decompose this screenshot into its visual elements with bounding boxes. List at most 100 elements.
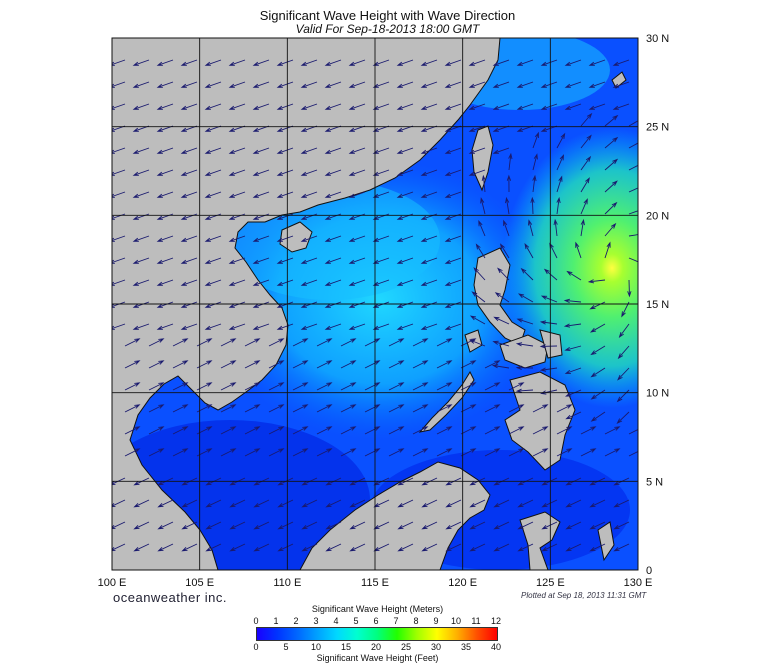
wave-direction-arrow [590, 345, 606, 356]
wave-direction-arrow [324, 103, 342, 110]
wave-direction-arrow [204, 191, 222, 198]
wave-direction-arrow [372, 235, 390, 242]
wave-direction-arrow [563, 323, 582, 328]
lon-tick-label: 115 E [361, 577, 389, 589]
wave-direction-arrow [132, 323, 150, 330]
wave-direction-arrow [316, 382, 333, 391]
wave-direction-arrow [348, 279, 366, 286]
wave-direction-arrow [276, 81, 294, 88]
wave-direction-arrow [613, 543, 630, 552]
wave-direction-arrow [172, 382, 189, 391]
wave-direction-arrow [292, 338, 309, 347]
wave-direction-arrow [515, 342, 534, 347]
wave-direction-arrow [565, 543, 582, 552]
wave-direction-arrow [132, 191, 150, 198]
wave-direction-arrow [412, 382, 429, 391]
wave-direction-arrow [325, 543, 342, 552]
wave-direction-arrow [112, 499, 126, 508]
wave-direction-arrow [580, 112, 593, 127]
wave-direction-arrow [276, 191, 294, 198]
wave-direction-arrow [252, 323, 270, 330]
wave-direction-arrow [420, 147, 438, 154]
wave-direction-arrow [204, 323, 222, 330]
wave-direction-arrow [420, 279, 438, 286]
wave-direction-arrow [204, 147, 222, 154]
wave-direction-arrow [516, 81, 534, 88]
wave-direction-arrow [180, 213, 198, 220]
wave-direction-arrow [181, 521, 198, 530]
wave-direction-arrow [348, 59, 366, 66]
wave-direction-arrow [517, 293, 534, 303]
wave-direction-arrow [421, 521, 438, 530]
wave-direction-arrow [436, 404, 453, 413]
wave-direction-arrow [156, 235, 174, 242]
wave-direction-arrow [348, 147, 366, 154]
wave-direction-arrow [228, 257, 246, 264]
wave-direction-arrow [388, 360, 405, 369]
legend-tick-label: 1 [273, 616, 279, 626]
wave-direction-arrow [252, 235, 270, 242]
wave-direction-arrow [276, 235, 294, 242]
wave-direction-arrow [156, 59, 174, 66]
wave-direction-arrow [325, 521, 342, 530]
wave-direction-arrow [372, 147, 390, 154]
wave-direction-arrow [252, 301, 270, 308]
lat-tick-label: 20 N [646, 210, 669, 222]
wave-direction-arrow [444, 301, 462, 308]
wave-direction-arrow [436, 360, 453, 369]
wave-direction-arrow [468, 59, 486, 66]
legend-tick-label: 5 [353, 616, 359, 626]
wave-direction-arrow [492, 340, 510, 347]
wave-direction-arrow [276, 257, 294, 264]
wave-direction-arrow [276, 279, 294, 286]
wave-direction-arrow [575, 241, 582, 259]
wave-direction-arrow [276, 147, 294, 154]
wave-direction-arrow [617, 345, 630, 360]
wave-direction-arrow [156, 147, 174, 154]
wave-direction-arrow [244, 382, 261, 391]
wave-direction-arrow [508, 152, 513, 171]
wave-direction-arrow [124, 426, 141, 435]
lat-tick-label: 0 [646, 565, 652, 577]
wave-direction-arrow [372, 301, 390, 308]
legend-tick-label: 7 [393, 616, 399, 626]
wave-direction-arrow [276, 301, 294, 308]
wave-direction-arrow [540, 103, 558, 110]
wave-direction-arrow [530, 196, 535, 215]
legend-title-meters: Significant Wave Height (Meters) [311, 604, 444, 614]
wave-direction-arrow [228, 323, 246, 330]
wave-direction-arrow [324, 323, 342, 330]
wave-direction-arrow [604, 222, 617, 237]
wave-direction-arrow [292, 360, 309, 369]
lat-tick-label: 30 N [646, 33, 669, 45]
wave-direction-arrow [268, 382, 285, 391]
wave-direction-arrow [364, 338, 381, 347]
wave-direction-arrow [590, 411, 606, 422]
wave-direction-arrow [348, 213, 366, 220]
wave-direction-arrow [478, 220, 486, 237]
wave-direction-arrow [421, 543, 438, 552]
land [112, 38, 627, 570]
wave-direction-arrow [540, 81, 558, 88]
wave-direction-arrow [253, 499, 270, 508]
wave-direction-arrow [229, 543, 246, 552]
wave-direction-arrow [396, 213, 414, 220]
wave-direction-arrow [613, 499, 630, 508]
wave-direction-arrow [372, 213, 390, 220]
legend-tick-label: 30 [430, 642, 442, 652]
wave-direction-arrow [590, 367, 606, 378]
wave-direction-arrow [412, 404, 429, 413]
wave-direction-arrow [349, 543, 366, 552]
wave-direction-arrow [132, 301, 150, 308]
wave-direction-arrow [180, 147, 198, 154]
wave-direction-arrow [556, 426, 573, 435]
wave-direction-arrow [468, 169, 486, 176]
wave-direction-arrow [180, 301, 198, 308]
wave-direction-arrow [172, 360, 189, 369]
wave-direction-arrow [604, 448, 621, 457]
wave-direction-arrow [276, 169, 294, 176]
wave-direction-arrow [564, 367, 582, 374]
wave-direction-arrow [541, 521, 558, 530]
wave-direction-arrow [628, 142, 638, 149]
wave-direction-arrow [244, 360, 261, 369]
